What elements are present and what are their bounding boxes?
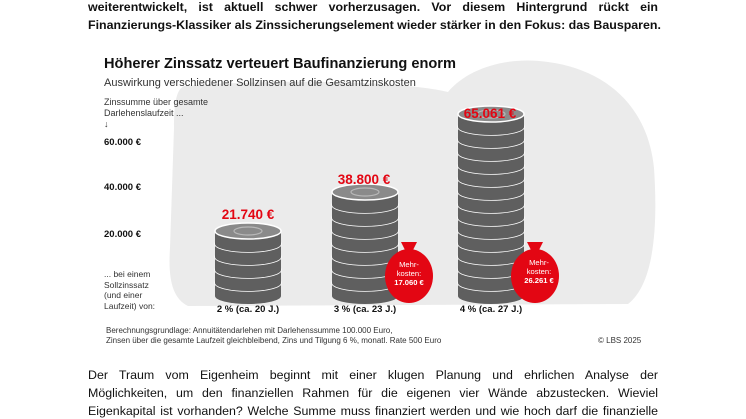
extra-cost-amount: 26.261 € [524, 276, 554, 285]
extra-cost-label: Mehr- kosten: 17.060 € [387, 260, 431, 287]
outro-line-1: Der Traum vom Eigenheim beginnt mit eine… [88, 368, 658, 382]
copyright-label: © LBS 2025 [598, 336, 642, 345]
data-label: 21.740 € [221, 207, 275, 222]
data-label: 65.061 € [463, 106, 517, 121]
category-label: 3 % (ca. 23 J.) [333, 304, 397, 315]
x-axis-label-line: Sollzinssatz [104, 279, 149, 290]
infographic-chart: Höherer Zinssatz verteuert Baufinanzieru… [88, 48, 658, 354]
calculation-basis-line: Berechnungsgrundlage: Annuitätendarlehen… [106, 326, 393, 335]
extra-cost-line: Mehr- [399, 260, 419, 269]
euro-emblem-icon [233, 226, 263, 236]
coin [331, 183, 399, 213]
coin-stacks [214, 105, 559, 304]
y-tick-label: 40.000 € [104, 182, 141, 193]
extra-cost-line: kosten: [526, 267, 552, 276]
euro-emblem-icon [476, 109, 506, 119]
y-axis-label: Zinssumme über gesamte Darlehenslaufzeit… [104, 97, 208, 119]
calculation-basis-line: Zinsen über die gesamte Laufzeit gleichb… [106, 336, 442, 345]
intro-line-2: Finanzierungs-Klassiker als Zinssicherun… [88, 18, 661, 32]
category-label: 4 % (ca. 27 J.) [459, 304, 523, 315]
money-bag-icon [385, 242, 433, 303]
down-arrow-icon: ↓ [104, 119, 109, 129]
chart-title: Höherer Zinssatz verteuert Baufinanzieru… [104, 56, 456, 72]
y-tick-label: 60.000 € [104, 137, 141, 148]
coin-stack-bar [331, 183, 399, 304]
money-bag-icon [511, 242, 559, 303]
intro-line-1: weiterentwickelt, ist aktuell schwer vor… [88, 0, 658, 14]
outro-paragraph: Der Traum vom Eigenheim beginnt mit eine… [88, 366, 658, 419]
calculation-basis: Berechnungsgrundlage: Annuitätendarlehen… [106, 326, 441, 346]
data-label: 38.800 € [337, 172, 391, 187]
coin [457, 105, 525, 135]
extra-cost-line: Mehr- [529, 258, 549, 267]
x-axis-label-line: ... bei einem [104, 269, 151, 279]
x-axis-label: ... bei einem Sollzinssatz (und einer La… [104, 269, 184, 311]
y-axis-label-line-1: Zinssumme über gesamte [104, 97, 209, 107]
outro-line-2: Möglichkeiten, um den finanziellen Rahme… [88, 386, 658, 400]
extra-cost-label: Mehr- kosten: 26.261 € [517, 258, 561, 285]
y-tick-label: 20.000 € [104, 229, 141, 240]
y-axis-label-line-2: Darlehenslaufzeit ... [104, 108, 184, 118]
chart-canvas [88, 58, 658, 341]
extra-cost-amount: 17.060 € [394, 278, 424, 287]
coin [214, 222, 282, 252]
intro-paragraph: weiterentwickelt, ist aktuell schwer vor… [88, 0, 661, 34]
extra-cost-line: kosten: [396, 269, 422, 278]
coin-stack-bar [214, 222, 282, 304]
x-axis-label-line: Laufzeit) von: [104, 300, 156, 311]
chart-subtitle: Auswirkung verschiedener Sollzinsen auf … [104, 77, 416, 89]
euro-emblem-icon [350, 187, 380, 197]
outro-line-3: Eigenkapital ist vorhanden? Welche Summe… [88, 404, 658, 418]
coin-stack-bar [457, 105, 525, 304]
x-axis-label-line: (und einer [104, 290, 143, 300]
category-label: 2 % (ca. 20 J.) [216, 304, 280, 315]
